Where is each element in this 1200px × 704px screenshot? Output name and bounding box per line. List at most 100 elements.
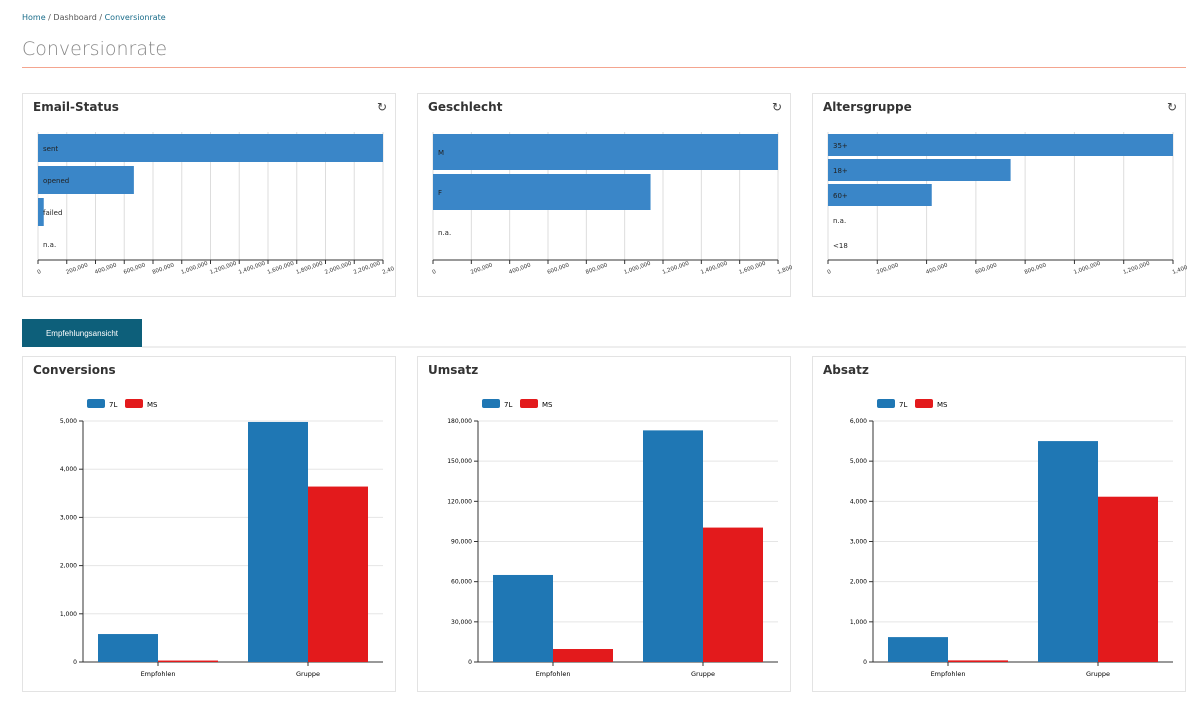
x-tick-label: 1,800,000 (777, 260, 792, 275)
x-tick-label: Empfohlen (536, 670, 571, 678)
x-tick-label: 1,600,000 (738, 260, 767, 275)
y-tick-label: 0 (863, 659, 867, 666)
panel-title: Umsatz (428, 363, 479, 377)
y-tick-label: 5,000 (60, 418, 77, 425)
x-tick-label: 200,000 (876, 262, 900, 276)
x-tick-label: 200,000 (65, 262, 89, 276)
x-tick-label: 1,000,000 (623, 260, 652, 275)
y-tick-label: 2,000 (850, 579, 867, 586)
x-tick-label: 600,000 (547, 262, 571, 276)
x-tick-label: 800,000 (1024, 262, 1048, 276)
bar-label: n.a. (833, 217, 846, 225)
breadcrumb-current[interactable]: Conversionrate (104, 13, 166, 22)
bar-7l (1038, 441, 1098, 662)
x-tick-label: 1,000,000 (180, 260, 209, 275)
y-tick-label: 30,000 (451, 619, 472, 626)
bar (828, 134, 1173, 156)
x-tick-label: 1,000,000 (1073, 260, 1102, 275)
page-title: Conversionrate (22, 38, 168, 60)
legend-label: 7L (504, 401, 512, 409)
y-tick-label: 4,000 (850, 498, 867, 505)
x-tick-label: 2,200,000 (353, 260, 382, 275)
breadcrumb-dashboard[interactable]: Dashboard (53, 13, 97, 22)
x-tick-label: Empfohlen (141, 670, 176, 678)
tab-empfehlungsansicht[interactable]: Empfehlungsansicht (22, 319, 142, 347)
email-status-panel: Email-Status 0 200,000 400,000 600,000 800,00… (22, 93, 396, 297)
x-tick-label: 1,200,000 (662, 260, 691, 275)
y-tick-label: 1,000 (850, 619, 867, 626)
bar-label: <18 (833, 242, 848, 250)
reload-icon[interactable]: ↻ (376, 100, 387, 114)
x-tick-label: 1,200,000 (209, 260, 238, 275)
bar-ms (703, 527, 763, 662)
x-tick-label: Empfohlen (931, 670, 966, 678)
bar (38, 198, 44, 226)
bar-label: n.a. (43, 241, 56, 249)
altersgruppe-panel: Altersgruppe 0 200,000 400,000 600,000 800,00… (812, 93, 1187, 297)
breadcrumb-home[interactable]: Home (22, 13, 46, 22)
bar-7l (888, 637, 948, 662)
bar-ms (158, 660, 218, 662)
reload-icon[interactable]: ↻ (1166, 100, 1177, 114)
legend-swatch-7l (482, 399, 500, 408)
bar-label: opened (43, 177, 69, 185)
legend-label: MS (542, 401, 553, 409)
y-tick-label: 60,000 (451, 579, 472, 586)
bar-ms (1098, 496, 1158, 662)
x-tick-label: 0 (432, 269, 438, 276)
x-tick-label: 1,400,000 (700, 260, 729, 275)
x-tick-label: Gruppe (296, 670, 320, 678)
x-tick-label: 1,800,000 (295, 260, 324, 275)
panel-title: Altersgruppe (823, 100, 912, 114)
bar (433, 174, 651, 210)
conversions-panel: Conversions 7L MS 0 1,000 2,000 3,000 4,000 5,00… (22, 356, 396, 692)
bar (828, 184, 932, 206)
bar (38, 166, 134, 194)
bar-label: M (438, 149, 444, 157)
legend-label: 7L (109, 401, 117, 409)
x-tick-label: 1,400,000 (238, 260, 267, 275)
y-tick-label: 0 (73, 659, 77, 666)
bar-7l (493, 574, 553, 662)
y-tick-label: 6,000 (850, 418, 867, 425)
x-tick-label: Gruppe (691, 670, 715, 678)
y-tick-label: 180,000 (447, 418, 472, 425)
x-tick-label: 1,200,000 (1122, 260, 1151, 275)
legend-label: MS (937, 401, 948, 409)
breadcrumb: Home / Dashboard / Conversionrate (22, 13, 166, 22)
title-divider (22, 67, 1186, 68)
bar-label: n.a. (438, 229, 451, 237)
chart-svg: 7L MS 0 30,000 60,000 90,000 120,000 150,000 180… (447, 399, 778, 678)
x-tick-label: 400,000 (508, 262, 532, 276)
chart-svg: 7L MS 0 1,000 2,000 3,000 4,000 5,000 Empfohlen G… (60, 399, 383, 678)
bar-label: 18+ (833, 167, 848, 175)
x-tick-label: 400,000 (925, 262, 949, 276)
absatz-panel: Absatz 7L MS 0 1,000 2,000 3,000 4,000 5,000 6,00… (812, 356, 1186, 692)
y-tick-label: 120,000 (447, 498, 472, 505)
x-tick-label: 600,000 (974, 262, 998, 276)
panel-title: Conversions (33, 363, 116, 377)
geschlecht-panel: Geschlecht 0 200,000 400,000 600,000 800,000 1… (417, 93, 792, 297)
x-tick-label: 800,000 (152, 262, 176, 276)
chart-svg: 0 200,000 400,000 600,000 800,000 1,000,000 1,… (37, 132, 396, 276)
y-tick-label: 90,000 (451, 539, 472, 546)
tab-divider (142, 346, 1186, 348)
bar-ms (553, 649, 613, 662)
bar-7l (248, 421, 308, 662)
x-tick-label: 0 (827, 269, 833, 276)
bar-ms (948, 660, 1008, 662)
legend-swatch-ms (520, 399, 538, 408)
umsatz-panel: Umsatz 7L MS 0 30,000 60,000 90,000 120,000 150,… (417, 356, 791, 692)
bar-7l (643, 430, 703, 662)
x-tick-label: 400,000 (94, 262, 118, 276)
chart-svg: 7L MS 0 1,000 2,000 3,000 4,000 5,000 6,000 Empfo… (850, 399, 1173, 678)
panel-title: Geschlecht (428, 100, 503, 114)
reload-icon[interactable]: ↻ (771, 100, 782, 114)
legend-label: MS (147, 401, 158, 409)
bar (38, 134, 383, 162)
bar-label: failed (43, 209, 62, 217)
x-tick-label: 1,600,000 (267, 260, 296, 275)
bar-ms (308, 486, 368, 662)
y-tick-label: 150,000 (447, 458, 472, 465)
bar-label: 35+ (833, 142, 848, 150)
